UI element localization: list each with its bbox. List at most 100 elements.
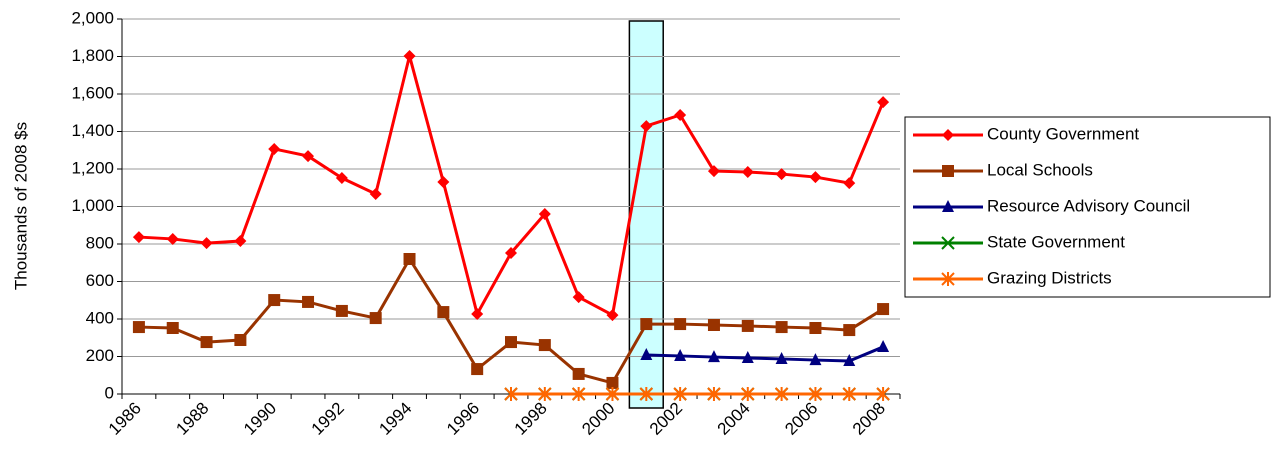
marker bbox=[674, 348, 687, 361]
marker bbox=[942, 200, 954, 212]
x-tick-label: 1998 bbox=[511, 399, 551, 439]
x-tick-label: 2000 bbox=[578, 399, 618, 439]
marker bbox=[268, 294, 281, 307]
legend-label: State Government bbox=[987, 232, 1125, 251]
marker bbox=[775, 351, 788, 364]
marker bbox=[606, 309, 619, 322]
x-tick-label: 1986 bbox=[105, 399, 145, 439]
marker bbox=[843, 354, 856, 366]
marker bbox=[674, 109, 687, 121]
marker bbox=[505, 247, 517, 259]
marker bbox=[437, 175, 450, 188]
marker bbox=[605, 387, 620, 401]
marker bbox=[200, 336, 213, 349]
marker bbox=[640, 120, 653, 133]
marker bbox=[132, 321, 145, 334]
series-line bbox=[646, 345, 884, 363]
marker bbox=[877, 96, 890, 109]
marker bbox=[403, 253, 416, 265]
x-tick-label: 1994 bbox=[375, 399, 415, 439]
y-tick-label: 1,800 bbox=[71, 46, 114, 65]
marker bbox=[673, 387, 687, 401]
y-tick-label: 200 bbox=[86, 346, 114, 365]
y-tick-label: 0 bbox=[105, 383, 114, 402]
marker bbox=[942, 129, 954, 141]
marker bbox=[369, 187, 382, 200]
marker bbox=[505, 336, 517, 349]
marker bbox=[369, 312, 382, 325]
legend-label: Grazing Districts bbox=[987, 268, 1112, 287]
x-tick-label: 1990 bbox=[240, 399, 280, 439]
x-tick-label: 1988 bbox=[172, 399, 212, 439]
marker bbox=[166, 232, 179, 245]
x-tick-label: 1992 bbox=[308, 399, 348, 439]
marker bbox=[941, 236, 955, 250]
marker bbox=[471, 307, 484, 320]
marker bbox=[234, 334, 247, 346]
marker bbox=[302, 150, 315, 163]
marker bbox=[707, 350, 720, 363]
marker bbox=[775, 168, 788, 181]
marker bbox=[571, 387, 586, 401]
marker bbox=[741, 166, 754, 178]
y-tick-label: 2,000 bbox=[71, 8, 114, 27]
marker bbox=[335, 172, 348, 184]
y-tick-label: 1,400 bbox=[71, 121, 114, 140]
marker bbox=[132, 231, 145, 244]
y-tick-label: 1,600 bbox=[71, 83, 114, 102]
marker bbox=[166, 322, 179, 334]
x-tick-label: 1996 bbox=[443, 399, 483, 439]
marker bbox=[302, 295, 315, 308]
marker bbox=[809, 171, 822, 184]
y-tick-label: 600 bbox=[86, 271, 114, 290]
marker bbox=[707, 319, 720, 331]
y-tick-label: 1,000 bbox=[71, 196, 114, 215]
marker bbox=[572, 367, 585, 380]
marker bbox=[877, 303, 890, 316]
marker bbox=[335, 304, 348, 317]
marker bbox=[809, 353, 822, 366]
marker bbox=[403, 49, 416, 62]
marker bbox=[234, 235, 247, 247]
marker bbox=[809, 322, 822, 334]
marker bbox=[471, 363, 484, 376]
marker bbox=[707, 165, 720, 178]
y-tick-label: 800 bbox=[86, 233, 114, 252]
y-tick-label: 400 bbox=[86, 308, 114, 327]
marker bbox=[707, 387, 721, 401]
marker bbox=[808, 387, 823, 401]
y-tick-label: 1,200 bbox=[71, 158, 114, 177]
marker bbox=[606, 376, 619, 389]
marker bbox=[504, 387, 518, 401]
x-tick-label: 2006 bbox=[781, 399, 821, 439]
marker bbox=[639, 387, 654, 401]
marker bbox=[843, 324, 856, 337]
marker bbox=[538, 387, 552, 401]
marker bbox=[200, 237, 213, 250]
marker bbox=[843, 177, 856, 190]
marker bbox=[538, 339, 551, 352]
x-tick-label: 2008 bbox=[849, 399, 889, 439]
marker bbox=[774, 387, 789, 401]
marker bbox=[268, 142, 281, 155]
marker bbox=[640, 348, 653, 360]
marker bbox=[640, 318, 653, 331]
legend-label: County Government bbox=[987, 124, 1139, 143]
series-line bbox=[138, 256, 884, 385]
series-line bbox=[138, 55, 885, 318]
marker bbox=[876, 387, 890, 401]
marker bbox=[741, 351, 754, 363]
marker bbox=[741, 387, 755, 401]
legend-label: Local Schools bbox=[987, 160, 1093, 179]
marker bbox=[942, 165, 954, 177]
marker bbox=[572, 291, 585, 304]
marker bbox=[674, 318, 687, 331]
marker bbox=[741, 319, 754, 332]
marker bbox=[538, 208, 551, 220]
marker bbox=[775, 321, 788, 334]
marker bbox=[877, 339, 890, 352]
marker bbox=[437, 306, 450, 319]
y-axis-label: Thousands of 2008 $s bbox=[11, 122, 30, 290]
marker bbox=[842, 387, 856, 401]
